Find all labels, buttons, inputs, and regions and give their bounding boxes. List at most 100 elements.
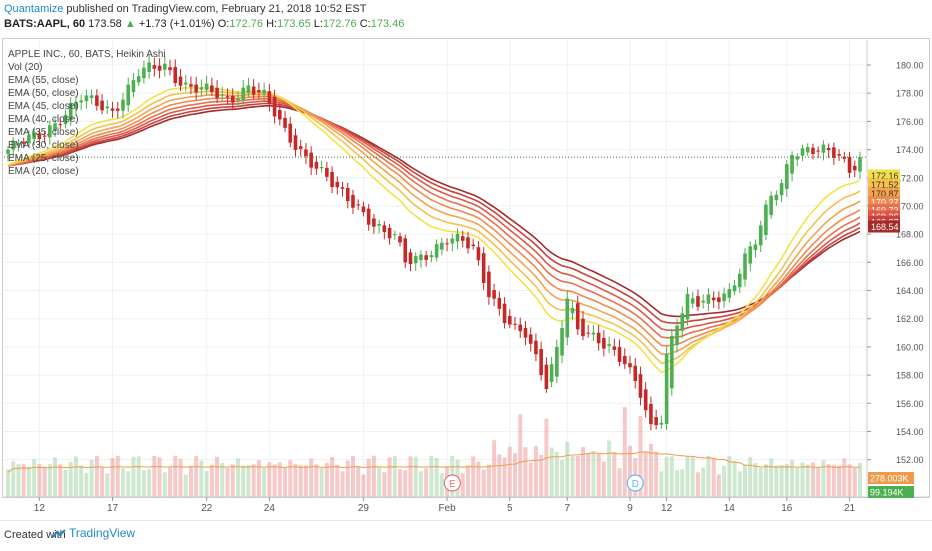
price-chart[interactable]: 152.00 154.00 156.00 158.00 160.00 162.00 164.… (0, 0, 932, 520)
candle-body[interactable] (591, 332, 596, 335)
candle-body[interactable] (643, 389, 648, 411)
candle-body[interactable] (309, 152, 313, 168)
candle-body[interactable] (110, 108, 115, 111)
candle-body[interactable] (764, 204, 768, 235)
candle-body[interactable] (502, 303, 507, 324)
candle-body[interactable] (858, 157, 862, 172)
tradingview-brand-link[interactable]: TradingView (52, 526, 135, 540)
candle-body[interactable] (675, 325, 679, 345)
event-marker-d[interactable] (626, 474, 644, 492)
candle-body[interactable] (523, 327, 528, 338)
candle-body[interactable] (450, 238, 455, 244)
candle-body[interactable] (157, 65, 162, 71)
candle-body[interactable] (220, 94, 225, 96)
candle-body[interactable] (737, 273, 742, 288)
candle-body[interactable] (769, 195, 773, 216)
candle-body[interactable] (575, 303, 580, 330)
candle-body[interactable] (811, 147, 815, 155)
candle-body[interactable] (440, 242, 444, 250)
candle-body[interactable] (377, 223, 381, 226)
candle-body[interactable] (189, 84, 193, 87)
candle-body[interactable] (11, 140, 16, 150)
candle-body[interactable] (84, 95, 89, 102)
candle-body[interactable] (403, 238, 408, 263)
ema-45-line[interactable] (7, 100, 861, 332)
candle-body[interactable] (732, 285, 737, 292)
candle-body[interactable] (555, 346, 559, 377)
candle-body[interactable] (183, 82, 188, 85)
candle-body[interactable] (89, 95, 94, 98)
candle-body[interactable] (95, 95, 99, 106)
publisher-link[interactable]: Quantamize (4, 3, 64, 15)
candle-body[interactable] (74, 101, 78, 109)
candle-body[interactable] (528, 334, 533, 344)
legend-item[interactable]: EMA (25, close) (8, 153, 79, 164)
candle-body[interactable] (586, 332, 590, 334)
candle-body[interactable] (246, 85, 251, 94)
candle-body[interactable] (685, 293, 690, 320)
candle-body[interactable] (758, 225, 763, 246)
candle-body[interactable] (680, 313, 685, 331)
candle-body[interactable] (628, 363, 632, 368)
candle-body[interactable] (382, 225, 387, 232)
candle-body[interactable] (743, 253, 747, 280)
candle-body[interactable] (48, 125, 52, 138)
candle-body[interactable] (544, 364, 549, 390)
candle-body[interactable] (319, 167, 324, 169)
candle-body[interactable] (293, 135, 298, 150)
candle-body[interactable] (351, 194, 355, 208)
candle-body[interactable] (304, 149, 308, 157)
candle-body[interactable] (37, 133, 42, 140)
candle-body[interactable] (727, 289, 732, 298)
candle-body[interactable] (607, 344, 611, 346)
candle-body[interactable] (230, 95, 235, 103)
legend-item[interactable]: EMA (35, close) (8, 127, 79, 138)
candle-body[interactable] (664, 353, 669, 424)
candle-body[interactable] (32, 132, 36, 140)
candle-body[interactable] (460, 236, 465, 241)
candle-body[interactable] (701, 300, 705, 303)
candle-body[interactable] (785, 164, 789, 189)
candle-body[interactable] (800, 148, 805, 156)
candle-body[interactable] (466, 237, 470, 249)
candle-body[interactable] (121, 99, 125, 111)
candle-body[interactable] (152, 65, 157, 69)
candle-body[interactable] (513, 323, 517, 325)
candle-body[interactable] (126, 84, 131, 106)
candle-body[interactable] (581, 318, 585, 337)
candle-body[interactable] (314, 161, 319, 169)
candle-body[interactable] (560, 327, 564, 356)
candle-body[interactable] (100, 100, 104, 111)
candle-body[interactable] (68, 102, 73, 120)
candle-body[interactable] (330, 171, 334, 188)
candle-body[interactable] (210, 85, 214, 93)
candle-body[interactable] (6, 149, 10, 154)
candle-body[interactable] (278, 110, 282, 120)
candle-body[interactable] (136, 76, 141, 83)
candle-body[interactable] (481, 253, 486, 283)
candle-body[interactable] (748, 246, 753, 264)
candle-body[interactable] (706, 294, 711, 304)
ema-25-line[interactable] (7, 90, 861, 364)
candle-body[interactable] (507, 315, 512, 325)
candle-body[interactable] (168, 67, 172, 71)
candle-body[interactable] (356, 204, 361, 206)
candle-body[interactable] (690, 298, 695, 304)
candle-body[interactable] (272, 96, 277, 117)
candle-body[interactable] (492, 290, 496, 299)
event-marker-e[interactable] (443, 474, 461, 492)
candle-body[interactable] (722, 293, 726, 302)
candle-body[interactable] (539, 349, 543, 376)
candle-body[interactable] (147, 62, 151, 72)
candle-body[interactable] (842, 156, 847, 159)
candle-body[interactable] (142, 67, 146, 79)
candle-body[interactable] (16, 143, 21, 146)
candle-body[interactable] (419, 254, 423, 261)
candle-body[interactable] (622, 355, 627, 365)
candle-body[interactable] (408, 252, 413, 265)
candle-body[interactable] (847, 157, 852, 173)
candle-body[interactable] (816, 150, 820, 152)
candle-body[interactable] (366, 208, 371, 225)
candle-body[interactable] (638, 374, 643, 398)
candle-body[interactable] (424, 255, 428, 260)
